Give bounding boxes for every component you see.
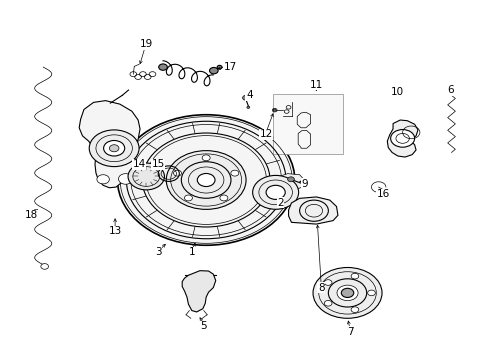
Text: 7: 7 <box>346 327 352 337</box>
Text: 14: 14 <box>132 159 145 169</box>
Circle shape <box>367 290 375 296</box>
Polygon shape <box>275 174 304 191</box>
Text: 1: 1 <box>188 247 195 257</box>
Text: 16: 16 <box>376 189 389 199</box>
Circle shape <box>97 175 109 184</box>
Text: 5: 5 <box>200 321 206 332</box>
Polygon shape <box>288 197 337 224</box>
Circle shape <box>220 195 227 201</box>
Circle shape <box>118 174 133 184</box>
Text: 10: 10 <box>390 87 404 97</box>
Text: 13: 13 <box>108 226 122 236</box>
Circle shape <box>242 95 249 100</box>
Circle shape <box>324 301 331 306</box>
Circle shape <box>103 140 124 156</box>
Circle shape <box>265 185 285 199</box>
Text: 6: 6 <box>447 85 453 95</box>
Circle shape <box>312 267 381 318</box>
Circle shape <box>324 280 331 285</box>
Polygon shape <box>386 120 417 157</box>
Circle shape <box>41 264 48 269</box>
Polygon shape <box>79 100 140 188</box>
Circle shape <box>336 285 357 301</box>
Circle shape <box>128 163 164 190</box>
Circle shape <box>341 288 353 297</box>
Bar <box>273 94 342 154</box>
Circle shape <box>109 145 119 152</box>
Circle shape <box>350 307 358 312</box>
Circle shape <box>184 195 192 201</box>
Text: 11: 11 <box>309 80 323 90</box>
Text: 19: 19 <box>140 39 153 49</box>
Circle shape <box>350 273 358 279</box>
Circle shape <box>89 130 139 167</box>
Circle shape <box>202 155 210 161</box>
Circle shape <box>252 175 298 209</box>
Polygon shape <box>182 271 215 312</box>
Circle shape <box>246 106 249 108</box>
Circle shape <box>390 130 414 147</box>
Circle shape <box>230 170 238 176</box>
Circle shape <box>209 67 218 74</box>
Text: 3: 3 <box>155 247 161 257</box>
Circle shape <box>273 109 276 111</box>
Circle shape <box>173 170 181 176</box>
Circle shape <box>166 150 245 210</box>
Circle shape <box>159 64 167 70</box>
Text: 9: 9 <box>301 179 307 189</box>
Text: 18: 18 <box>24 210 38 220</box>
Text: 15: 15 <box>151 159 164 169</box>
Circle shape <box>287 177 294 182</box>
Circle shape <box>197 174 215 186</box>
Text: 2: 2 <box>277 198 283 208</box>
Text: 12: 12 <box>259 129 272 139</box>
Circle shape <box>217 66 222 69</box>
Circle shape <box>117 115 294 245</box>
Text: 4: 4 <box>245 90 252 100</box>
Text: 8: 8 <box>317 283 324 293</box>
Text: 17: 17 <box>223 62 236 72</box>
